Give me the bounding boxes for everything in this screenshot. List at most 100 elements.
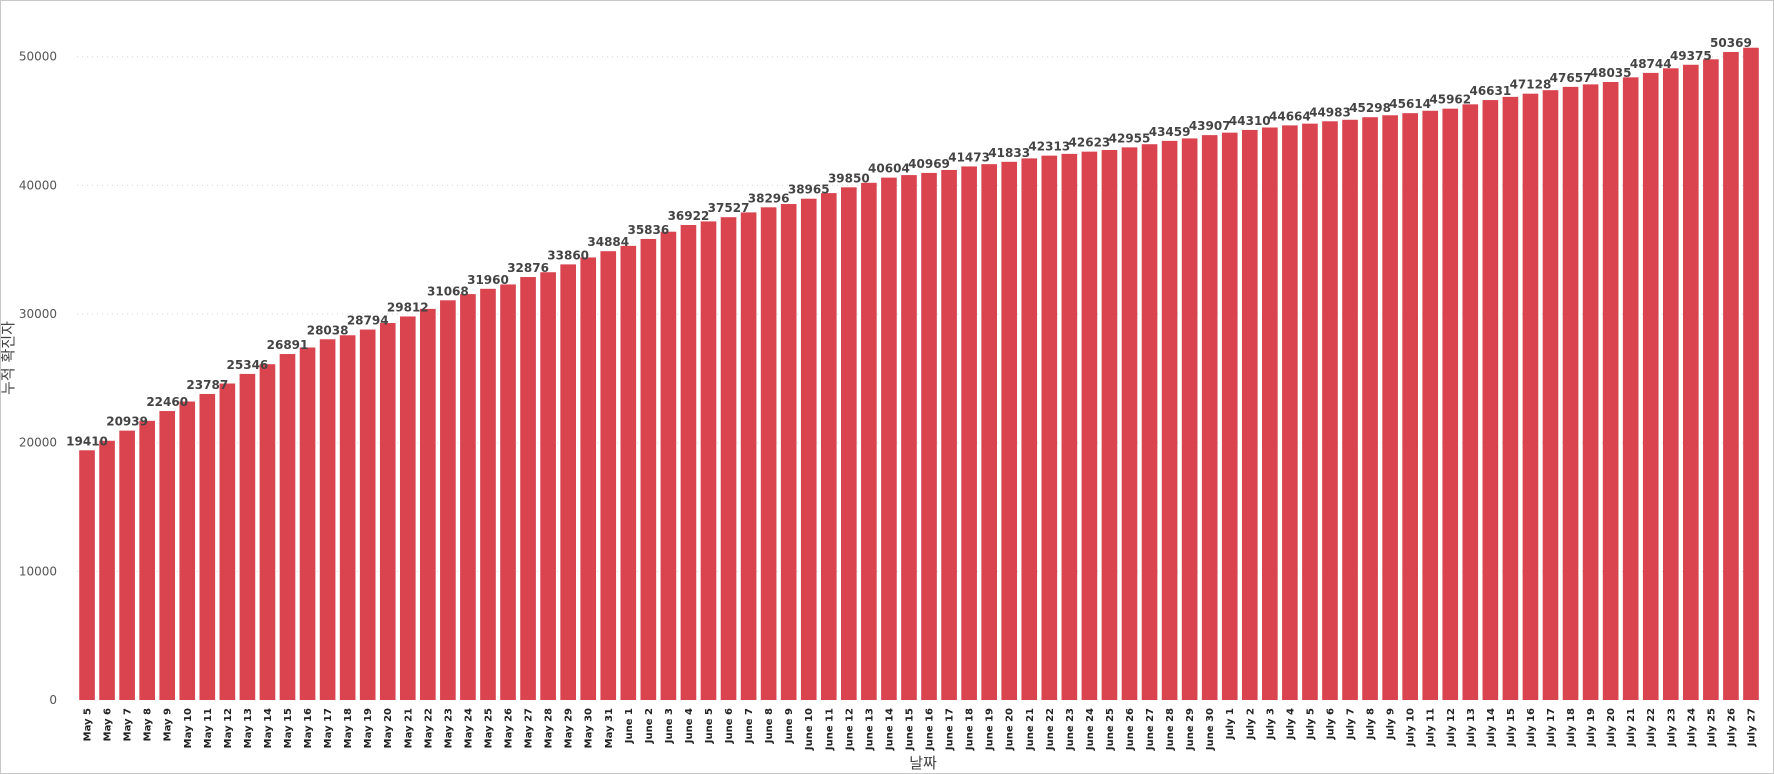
bar[interactable] — [1201, 135, 1218, 700]
data-label: 33860 — [547, 248, 589, 262]
bar[interactable] — [760, 207, 777, 700]
bar[interactable] — [1021, 158, 1038, 700]
bar[interactable] — [1181, 138, 1198, 700]
bar[interactable] — [1502, 96, 1519, 701]
x-tick-label: July 27 — [1746, 708, 1757, 747]
x-tick-label: May 12 — [223, 708, 234, 748]
bar[interactable] — [921, 172, 937, 701]
bar[interactable] — [1141, 144, 1158, 701]
bar[interactable] — [1422, 110, 1439, 700]
bar[interactable] — [159, 411, 176, 700]
data-label: 22460 — [146, 395, 188, 409]
bar[interactable] — [1703, 59, 1719, 701]
bar[interactable] — [640, 238, 657, 700]
bar[interactable] — [1382, 115, 1398, 700]
bar[interactable] — [79, 450, 95, 700]
y-tick-label: 0 — [49, 693, 57, 707]
bar[interactable] — [841, 187, 857, 700]
bar[interactable] — [1562, 86, 1579, 701]
bar[interactable] — [379, 323, 396, 700]
bar[interactable] — [339, 335, 356, 700]
bar[interactable] — [981, 164, 997, 700]
bar[interactable] — [881, 177, 897, 701]
bar[interactable] — [1061, 153, 1078, 701]
bar[interactable] — [1723, 51, 1739, 701]
bar[interactable] — [1622, 77, 1639, 700]
x-tick-label: June 20 — [1005, 708, 1016, 751]
bar[interactable] — [1101, 150, 1118, 700]
bar[interactable] — [1743, 47, 1759, 701]
bar[interactable] — [359, 329, 376, 700]
bar[interactable] — [1302, 123, 1318, 700]
bar[interactable] — [420, 308, 436, 700]
bar[interactable] — [139, 420, 155, 700]
bar[interactable] — [1362, 117, 1378, 701]
bar[interactable] — [1482, 100, 1499, 700]
bar[interactable] — [1262, 127, 1278, 701]
bar[interactable] — [1402, 113, 1418, 700]
bar[interactable] — [961, 166, 977, 700]
bar[interactable] — [780, 204, 797, 701]
bar[interactable] — [460, 294, 476, 700]
bar[interactable] — [1241, 129, 1258, 700]
bar[interactable] — [480, 288, 496, 700]
bar[interactable] — [119, 430, 135, 700]
bar[interactable] — [1001, 161, 1018, 701]
bar[interactable] — [1161, 140, 1178, 700]
bar[interactable] — [740, 212, 757, 700]
bar[interactable] — [1322, 121, 1338, 700]
bar[interactable] — [1542, 90, 1559, 701]
bar[interactable] — [1221, 132, 1238, 700]
bar[interactable] — [680, 224, 697, 701]
data-label: 40604 — [868, 162, 910, 176]
bar[interactable] — [861, 182, 877, 700]
data-label: 19410 — [66, 434, 108, 448]
x-tick-label: June 10 — [804, 708, 815, 751]
bar[interactable] — [800, 198, 817, 700]
bar[interactable] — [1342, 119, 1358, 700]
bar[interactable] — [179, 401, 196, 700]
x-tick-label: June 15 — [904, 708, 915, 751]
bar[interactable] — [299, 347, 316, 700]
bar[interactable] — [660, 231, 677, 700]
bar[interactable] — [520, 277, 536, 700]
bar[interactable] — [1683, 64, 1699, 700]
bar[interactable] — [1602, 82, 1619, 700]
bar[interactable] — [720, 217, 737, 700]
bar[interactable] — [399, 316, 416, 700]
bar[interactable] — [941, 169, 957, 700]
bar[interactable] — [1582, 84, 1599, 700]
bar[interactable] — [1041, 155, 1058, 700]
bar[interactable] — [901, 175, 917, 701]
bar[interactable] — [1662, 68, 1679, 700]
bar[interactable] — [1442, 108, 1459, 701]
bar[interactable] — [500, 284, 516, 700]
bar[interactable] — [580, 257, 597, 700]
x-tick-label: July 12 — [1446, 708, 1457, 747]
data-label: 31960 — [467, 273, 509, 287]
bar[interactable] — [620, 245, 637, 700]
bar[interactable] — [600, 251, 617, 700]
bar[interactable] — [1462, 104, 1479, 700]
bar[interactable] — [540, 272, 556, 700]
bar[interactable] — [259, 364, 276, 700]
bar[interactable] — [319, 339, 336, 700]
bar[interactable] — [99, 440, 115, 700]
bar[interactable] — [219, 383, 236, 700]
bar[interactable] — [279, 354, 296, 700]
bar[interactable] — [560, 264, 576, 700]
bar[interactable] — [820, 193, 837, 700]
x-tick-label: June 21 — [1025, 708, 1036, 751]
bar[interactable] — [1522, 93, 1539, 701]
bar[interactable] — [1081, 151, 1098, 700]
bar[interactable] — [199, 393, 216, 700]
bar[interactable] — [1282, 125, 1298, 700]
bar[interactable] — [700, 221, 717, 700]
bar[interactable] — [239, 373, 256, 700]
bar[interactable] — [1642, 72, 1659, 700]
x-tick-label: May 6 — [103, 708, 114, 741]
bar[interactable] — [1121, 147, 1138, 700]
x-tick-label: May 29 — [564, 708, 575, 748]
bar[interactable] — [440, 300, 456, 700]
